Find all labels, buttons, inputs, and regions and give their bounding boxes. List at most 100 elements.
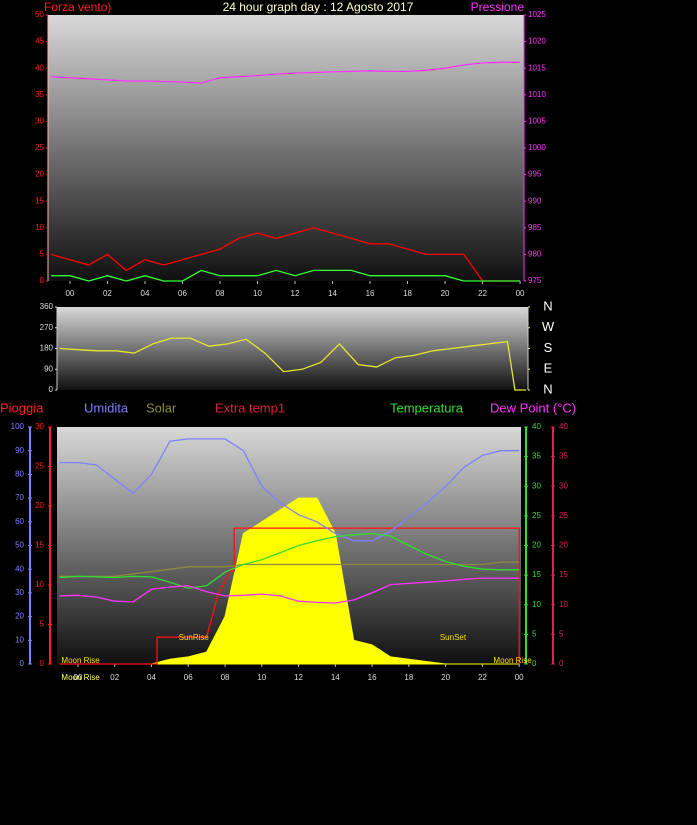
- series-line: [59, 577, 520, 604]
- annotation: Moon Rise: [61, 673, 100, 682]
- y-tick-label: 100: [11, 422, 25, 431]
- y-tick-label: 10: [35, 580, 44, 589]
- series-line: [51, 61, 521, 84]
- chart-title: 24 hour graph day : 12 Agosto 2017: [223, 0, 414, 14]
- legend-label: Solar: [146, 400, 177, 415]
- y-tick-label: 25: [35, 143, 44, 152]
- y2-tick-label: 975: [528, 276, 542, 285]
- y-tick-label: 35: [532, 452, 541, 461]
- y2-tick-label: 1025: [528, 10, 546, 19]
- x-tick-label: 12: [291, 289, 300, 298]
- y-tick-label: 20: [35, 501, 44, 510]
- x-tick-label: 10: [257, 673, 266, 682]
- y-tick-label: 30: [532, 481, 541, 490]
- y2-tick-label: 1015: [528, 63, 546, 72]
- x-tick-label: 14: [328, 289, 337, 298]
- y-tick-label: 5: [559, 629, 564, 638]
- y-tick-label: 45: [35, 37, 44, 46]
- x-tick-label: 20: [441, 673, 450, 682]
- x-tick-label: 08: [216, 289, 225, 298]
- y-tick-label: 10: [15, 635, 24, 644]
- y-tick-label: 180: [40, 344, 54, 353]
- x-tick-label: 00: [65, 289, 74, 298]
- y2-tick-label: 980: [528, 250, 542, 259]
- plot-area: [48, 15, 524, 281]
- y-tick-label: 25: [35, 462, 44, 471]
- y-tick-label: 40: [35, 63, 44, 72]
- y-tick-label: 15: [559, 570, 568, 579]
- series-line: [59, 527, 520, 665]
- y-tick-label: 35: [559, 452, 568, 461]
- y-tick-label: 30: [35, 422, 44, 431]
- y-tick-label: 15: [532, 570, 541, 579]
- x-tick-label: 00: [516, 289, 525, 298]
- x-tick-label: 06: [184, 673, 193, 682]
- x-tick-label: 00: [74, 673, 83, 682]
- series-line: [51, 227, 521, 282]
- y2-tick-label: 995: [528, 170, 542, 179]
- y2-tick-label: 1005: [528, 117, 546, 126]
- y-tick-label: 0: [49, 385, 54, 394]
- y-tick-label: 30: [559, 481, 568, 490]
- legend-label: Temperatura: [390, 400, 464, 415]
- annotation: SunRise: [179, 633, 210, 642]
- y-tick-label: 0: [40, 659, 45, 668]
- x-tick-label: 00: [515, 673, 524, 682]
- y2-tick-label: 1000: [528, 143, 546, 152]
- direction-label: E: [544, 361, 553, 376]
- series-line: [59, 532, 520, 589]
- series-line: [51, 269, 521, 282]
- y-tick-label: 60: [15, 517, 24, 526]
- y-tick-label: 15: [35, 196, 44, 205]
- y-tick-label: 10: [35, 223, 44, 232]
- legend-label: Pioggia: [0, 400, 44, 415]
- x-tick-label: 10: [253, 289, 262, 298]
- x-tick-label: 08: [221, 673, 230, 682]
- y-tick-label: 70: [15, 493, 24, 502]
- x-tick-label: 04: [147, 673, 156, 682]
- y2-tick-label: 1020: [528, 37, 546, 46]
- y-tick-label: 270: [40, 323, 54, 332]
- y-tick-label: 0: [559, 659, 564, 668]
- annotation: Moon Rise: [61, 656, 100, 665]
- direction-label: W: [542, 319, 555, 334]
- plot-area: [57, 307, 528, 390]
- direction-label: S: [544, 340, 553, 355]
- annotation: SunSet: [440, 633, 467, 642]
- series-line: [59, 438, 520, 542]
- y-tick-label: 10: [559, 600, 568, 609]
- x-tick-label: 22: [478, 289, 487, 298]
- y-tick-label: 40: [532, 422, 541, 431]
- y-tick-label: 5: [532, 629, 537, 638]
- y-tick-label: 0: [20, 659, 25, 668]
- series-line: [59, 561, 520, 577]
- series-line: [59, 337, 527, 391]
- x-tick-label: 14: [331, 673, 340, 682]
- x-tick-label: 06: [178, 289, 187, 298]
- x-tick-label: 02: [103, 289, 112, 298]
- x-tick-label: 12: [294, 673, 303, 682]
- y-tick-label: 25: [532, 511, 541, 520]
- y-tick-label: 5: [40, 620, 45, 629]
- y-tick-label: 20: [15, 612, 24, 621]
- y-tick-label: 90: [44, 364, 53, 373]
- legend-label: Extra temp1: [215, 400, 285, 415]
- annotation: Moon Rise: [493, 656, 532, 665]
- y-tick-label: 15: [35, 541, 44, 550]
- y-tick-label: 0: [40, 276, 45, 285]
- y-tick-label: 20: [532, 541, 541, 550]
- y-tick-label: 35: [35, 90, 44, 99]
- y2-tick-label: 1010: [528, 90, 546, 99]
- x-tick-label: 22: [478, 673, 487, 682]
- y-tick-label: 5: [40, 250, 45, 259]
- y-tick-label: 50: [35, 10, 44, 19]
- y-tick-label: 20: [35, 170, 44, 179]
- y-tick-label: 25: [559, 511, 568, 520]
- legend-label: Umidita: [84, 400, 129, 415]
- y2-tick-label: 985: [528, 223, 542, 232]
- y-tick-label: 90: [15, 446, 24, 455]
- y-tick-label: 40: [15, 564, 24, 573]
- y-tick-label: 20: [559, 541, 568, 550]
- y-tick-label: 360: [40, 302, 54, 311]
- x-tick-label: 02: [110, 673, 119, 682]
